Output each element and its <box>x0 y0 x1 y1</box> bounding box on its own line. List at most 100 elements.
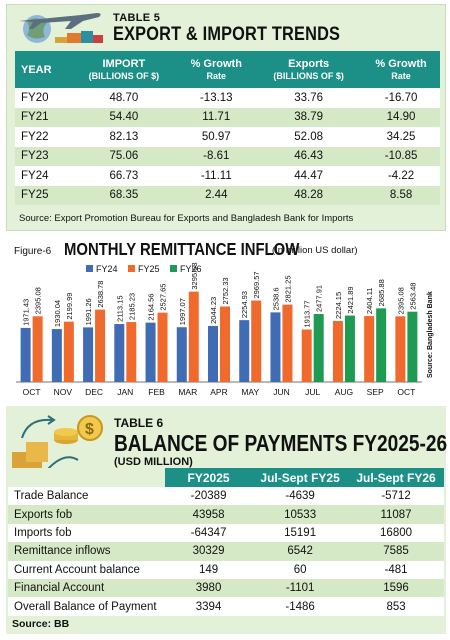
data-label: 2752.33 <box>221 277 230 304</box>
col-header-fy2025: FY2025 <box>164 468 253 487</box>
bar <box>251 300 262 382</box>
cargo-plane-icon <box>19 13 103 43</box>
table-cell: 30329 <box>164 542 253 561</box>
data-label: 2638.78 <box>96 280 105 307</box>
table-row: FY21 54.40 11.71 38.79 14.90 <box>15 107 440 127</box>
x-tick-label: OCT <box>23 387 41 397</box>
data-label: 2685.88 <box>377 279 386 306</box>
table-row: FY25 68.35 2.44 48.28 8.58 <box>15 185 440 205</box>
table-cell: -64347 <box>164 523 253 543</box>
table6-source: Source: BB <box>12 618 70 630</box>
bar <box>188 291 199 382</box>
table-cell: FY24 <box>15 166 71 186</box>
col-header-exports: Exports (BILLIONS OF $) <box>255 51 363 88</box>
table-cell: Remittance inflows <box>8 542 165 561</box>
bar <box>83 327 94 382</box>
bar <box>376 308 387 382</box>
col-header-jul-sept-fy25: Jul-Sept FY25 <box>252 468 349 487</box>
table-cell: -5712 <box>348 487 444 506</box>
col-header-import: IMPORT (BILLIONS OF $) <box>70 51 178 88</box>
bar <box>95 309 106 382</box>
x-tick-label: NOV <box>54 387 73 397</box>
table6-label: TABLE 6 <box>114 416 164 430</box>
table-cell: 3394 <box>164 597 253 616</box>
bar <box>220 306 230 382</box>
data-label: 2113.15 <box>115 295 124 322</box>
legend-swatch <box>86 265 93 272</box>
data-label: 2044.23 <box>209 297 218 324</box>
table-cell: -13.13 <box>177 88 256 108</box>
bar <box>313 314 324 382</box>
bar <box>20 327 31 382</box>
table-cell: FY25 <box>15 185 71 205</box>
legend-label: FY26 <box>180 264 202 274</box>
bar <box>145 322 156 382</box>
table-row: FY22 82.13 50.97 52.08 34.25 <box>15 127 440 147</box>
table-cell: 50.97 <box>177 127 256 147</box>
bar <box>332 320 343 382</box>
export-import-section: TABLE 5 EXPORT & IMPORT TRENDS YEAR IMPO… <box>6 4 446 231</box>
x-tick-label: APR <box>210 387 227 397</box>
table5-label: TABLE 5 <box>113 12 161 24</box>
table-cell: -481 <box>348 560 444 579</box>
table-cell: 8.58 <box>362 185 440 205</box>
table6-unit: (USD MILLION) <box>114 456 193 468</box>
data-label: 1913.77 <box>303 300 312 327</box>
table-row: Remittance inflows 30329 6542 7585 <box>8 542 444 561</box>
x-tick-label: FEB <box>148 387 165 397</box>
table-cell: 38.79 <box>255 107 363 127</box>
table5-title: EXPORT & IMPORT TRENDS <box>113 24 341 45</box>
table-cell: Overall Balance of Payment <box>8 597 165 616</box>
table-cell: 11.71 <box>177 107 256 127</box>
table-cell: 7585 <box>348 542 444 561</box>
table-header-row: FY2025 Jul-Sept FY25 Jul-Sept FY26 <box>8 468 444 487</box>
table-cell: Current Account balance <box>8 560 165 579</box>
bar <box>176 327 187 382</box>
chart-unit: (In million US dollar) <box>272 245 358 256</box>
chart-source: Source: Bangladesh Bank <box>427 291 434 378</box>
data-label: 1971.43 <box>22 299 31 326</box>
data-label: 2527.65 <box>159 284 168 311</box>
data-label: 2969.57 <box>252 271 261 298</box>
data-label: 2224.15 <box>334 292 343 319</box>
table-row: FY23 75.06 -8.61 46.43 -10.85 <box>15 146 440 166</box>
table-cell: 149 <box>164 560 253 579</box>
table-cell: 54.40 <box>70 107 178 127</box>
table-cell: 46.43 <box>255 146 363 166</box>
table-cell: 16800 <box>348 523 444 543</box>
data-label: 2164.56 <box>147 294 156 321</box>
table-header-row: YEAR IMPORT (BILLIONS OF $) % Growth Rate … <box>15 51 440 88</box>
data-label: 1930.04 <box>53 300 62 327</box>
table-cell: 14.90 <box>362 107 440 127</box>
table-cell: 34.25 <box>362 127 440 147</box>
bar <box>282 304 293 382</box>
col-header-export-growth: % Growth Rate <box>362 51 440 88</box>
balance-of-payments-table: FY2025 Jul-Sept FY25 Jul-Sept FY26 Trade… <box>8 468 444 616</box>
table-row: Imports fob -64347 15191 16800 <box>8 523 444 543</box>
data-label: 3295.63 <box>190 262 199 289</box>
table-cell: 1596 <box>348 578 444 598</box>
table-cell: -1486 <box>252 597 349 616</box>
legend-label: FY24 <box>96 264 118 274</box>
table-cell: FY21 <box>15 107 71 127</box>
data-label: 2395.08 <box>34 287 43 314</box>
data-label: 1991.26 <box>84 298 93 325</box>
table-cell: 2.44 <box>177 185 256 205</box>
data-label: 2563.48 <box>408 283 417 310</box>
table-cell: 60 <box>252 560 349 579</box>
bar <box>32 316 43 382</box>
data-label: 2821.25 <box>283 275 292 302</box>
bar <box>208 325 218 382</box>
x-tick-label: DEC <box>85 387 103 397</box>
x-tick-label: MAR <box>178 387 197 397</box>
x-tick-label: MAY <box>241 387 259 397</box>
balance-of-payments-section: $ TABLE 6 BALANCE OF PAYMENTS FY2025-26 … <box>6 406 447 634</box>
table-row: Trade Balance -20389 -4639 -5712 <box>8 487 444 506</box>
table-cell: FY23 <box>15 146 71 166</box>
table-cell: FY20 <box>15 88 71 108</box>
table-cell: Financial Account <box>8 578 165 598</box>
legend-label: FY25 <box>138 264 160 274</box>
svg-text:$: $ <box>85 421 94 438</box>
table-cell: 75.06 <box>70 146 178 166</box>
